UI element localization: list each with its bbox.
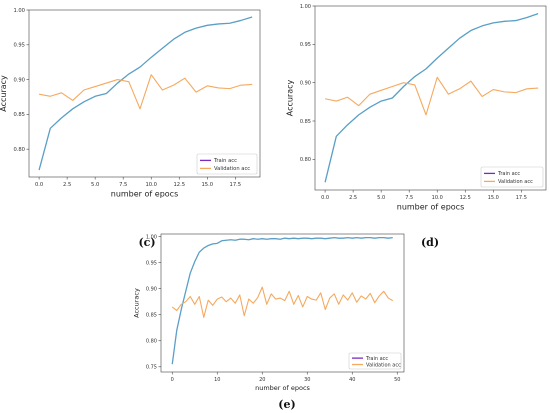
x-tick-label: 0.0 [35, 182, 43, 188]
x-tick-label: 50 [394, 377, 400, 383]
y-tick-label: 0.85 [300, 119, 311, 125]
x-axis-label: number of epocs [255, 384, 310, 392]
caption-d: (d) [421, 236, 439, 249]
y-tick-label: 0.85 [13, 112, 25, 118]
x-tick-label: 7.5 [405, 195, 413, 201]
y-tick-label: 1.00 [300, 4, 311, 10]
legend-label: Validation acc [366, 362, 401, 368]
legend-label: Train acc [365, 356, 388, 362]
validation-acc-line [171, 286, 394, 318]
x-tick-label: 0 [171, 377, 174, 383]
legend-box [196, 153, 258, 175]
x-tick-label: 17.5 [516, 195, 527, 201]
y-tick-label: 0.80 [13, 147, 25, 153]
train-acc-line [171, 236, 393, 365]
panel-c: 0.0 2.5 5.0 7.5 10.0 12.5 15.0 17.5 0.80 0.85 0.90… [0, 8, 261, 199]
x-tick-label: 17.5 [230, 182, 242, 188]
y-tick-label: 0.80 [146, 339, 157, 345]
y-tick-label: 0.95 [13, 43, 25, 49]
y-tick-label: 0.90 [146, 286, 157, 292]
validation-acc-line [38, 74, 253, 110]
x-tick-label: 0.0 [321, 195, 329, 201]
x-tick-label: 7.5 [119, 182, 127, 188]
y-tick-label: 0.90 [300, 80, 311, 86]
y-tick-label: 0.75 [146, 365, 157, 371]
legend-box [480, 166, 544, 188]
x-tick-label: 15.0 [488, 195, 499, 201]
panel-d: 0.0 2.5 5.0 7.5 10.0 12.5 15.0 17.5 0.80 0.85 0.90… [286, 4, 547, 212]
x-tick-label: 12.5 [173, 182, 185, 188]
x-tick-label: 2.5 [63, 182, 71, 188]
y-tick-label: 0.80 [300, 157, 311, 163]
x-axis-label: number of epocs [397, 203, 464, 212]
x-tick-label: 5.0 [91, 182, 99, 188]
legend-label: Train acc [213, 158, 237, 164]
x-tick-label: 15.0 [202, 182, 214, 188]
x-tick-label: 10 [214, 377, 220, 383]
y-tick-label: 0.95 [146, 260, 157, 266]
legend-label: Validation acc [214, 166, 250, 172]
y-axis-label: Accuracy [286, 79, 295, 116]
y-tick-label: 0.90 [13, 77, 25, 83]
x-tick-label: 10.0 [145, 182, 157, 188]
x-tick-label: 12.5 [460, 195, 471, 201]
legend-label: Validation acc [498, 179, 533, 185]
y-axis-label: Accuracy [0, 75, 8, 112]
validation-acc-line [324, 76, 539, 116]
x-tick-label: 40 [349, 377, 355, 383]
y-axis-label: Accuracy [133, 288, 141, 318]
x-tick-label: 5.0 [377, 195, 385, 201]
y-tick-label: 1.00 [13, 8, 25, 14]
x-tick-label: 2.5 [349, 195, 357, 201]
plot-frame [160, 233, 405, 373]
x-tick-label: 30 [304, 377, 310, 383]
caption-e: (e) [278, 398, 295, 411]
train-acc-line [38, 16, 253, 171]
y-tick-label: 1.00 [146, 234, 157, 240]
train-acc-line [324, 13, 539, 183]
y-tick-label: 0.95 [300, 42, 311, 48]
legend-label: Train acc [497, 171, 520, 177]
x-axis-label: number of epocs [111, 190, 178, 199]
panel-e: 0 10 20 30 40 50 0.75 0.80 0.85 0.90 0.95 1.00 numbe… [133, 233, 405, 392]
caption-c: (c) [138, 236, 155, 249]
y-tick-label: 0.85 [146, 312, 157, 318]
x-tick-label: 20 [259, 377, 265, 383]
x-tick-label: 10.0 [432, 195, 443, 201]
